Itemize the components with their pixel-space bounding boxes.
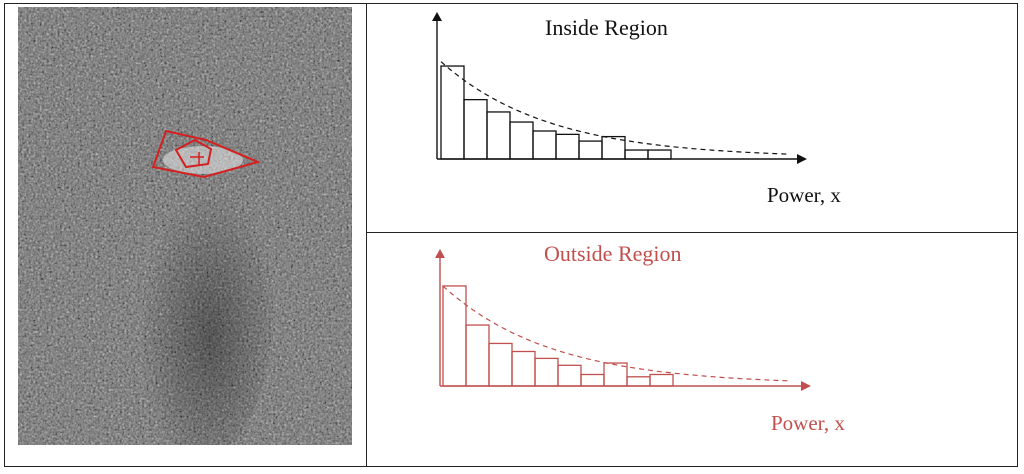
inside-chart-title: Inside Region: [545, 15, 668, 40]
bot-histogram-bar: [488, 342, 513, 387]
bot-histogram-bar: [465, 324, 490, 387]
top-histogram-bar: [486, 111, 511, 160]
shadow-region: [133, 157, 273, 457]
vertical-divider: [366, 3, 367, 467]
speckle-image: [18, 7, 352, 457]
outside-histogram: Outside Region Power, x: [435, 241, 845, 435]
bot-histogram-bar: [649, 373, 674, 387]
bot-histogram-bar: [580, 373, 605, 387]
inside-x-axis-label: Power, x: [767, 183, 841, 207]
top-histogram-bar: [440, 65, 465, 160]
inside-x-axis-arrow: [797, 154, 807, 164]
center-marker: [190, 152, 204, 165]
figure-frame: [4, 3, 1018, 467]
outside-chart-title: Outside Region: [544, 241, 682, 266]
outside-x-axis-arrow: [801, 381, 811, 391]
bot-histogram-bar: [534, 357, 559, 387]
bot-histogram-bar: [626, 376, 651, 387]
inside-region-panel: Inside Region Power, x: [367, 4, 1017, 231]
top-histogram-bar: [578, 140, 603, 160]
inside-y-axis-arrow: [432, 12, 442, 21]
bot-histogram-bar: [557, 364, 582, 387]
speckle-image-panel: [18, 7, 352, 457]
bot-histogram-bar: [442, 285, 467, 387]
bright-target: [163, 146, 243, 174]
outer-region-contour: [151, 129, 262, 179]
top-histogram-bar: [624, 149, 649, 160]
top-histogram-bar: [532, 130, 557, 160]
bot-histogram-bar: [511, 350, 536, 387]
top-histogram-bar: [647, 149, 672, 160]
inside-fit-curve: [440, 61, 788, 155]
top-histogram-bar: [555, 133, 580, 160]
inside-histogram: Inside Region Power, x: [432, 12, 841, 207]
outside-y-axis-arrow: [435, 249, 445, 258]
outside-x-axis-label: Power, x: [771, 411, 845, 435]
top-histogram-bar: [509, 121, 534, 160]
top-histogram-bar: [463, 98, 488, 160]
horizontal-divider: [366, 232, 1018, 233]
outside-fit-curve: [442, 285, 792, 382]
inner-region-contour: [174, 138, 213, 169]
outside-region-panel: Outside Region Power, x: [367, 233, 1017, 466]
